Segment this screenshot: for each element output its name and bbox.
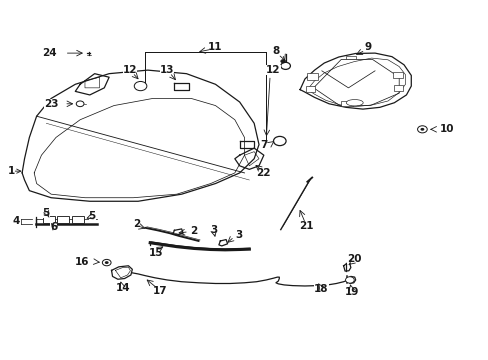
- Text: 9: 9: [364, 42, 370, 52]
- Text: 2: 2: [190, 226, 197, 237]
- Bar: [341, 101, 352, 106]
- Text: 8: 8: [272, 46, 279, 56]
- Text: 10: 10: [439, 124, 454, 134]
- Text: 11: 11: [208, 42, 223, 52]
- Text: 23: 23: [44, 99, 58, 109]
- Text: 22: 22: [256, 168, 270, 178]
- Circle shape: [280, 59, 285, 63]
- Bar: [305, 86, 314, 92]
- Text: 6: 6: [50, 222, 57, 232]
- Circle shape: [345, 277, 353, 283]
- Bar: [393, 85, 402, 91]
- Text: 20: 20: [347, 254, 361, 264]
- Circle shape: [417, 126, 427, 133]
- Text: 16: 16: [74, 257, 89, 266]
- Bar: [43, 216, 54, 223]
- Text: 5: 5: [42, 208, 50, 218]
- Text: 2: 2: [133, 219, 141, 229]
- Text: 17: 17: [153, 286, 167, 296]
- Bar: [307, 73, 317, 80]
- Text: 3: 3: [234, 230, 242, 240]
- Text: 24: 24: [42, 48, 57, 58]
- Circle shape: [420, 128, 424, 131]
- Text: 12: 12: [122, 65, 137, 75]
- Circle shape: [280, 62, 290, 69]
- Text: 1: 1: [8, 166, 21, 176]
- Text: 21: 21: [299, 221, 313, 231]
- Bar: [72, 216, 83, 223]
- Text: 13: 13: [160, 65, 174, 75]
- Text: 5: 5: [88, 211, 96, 221]
- Text: 19: 19: [345, 287, 359, 297]
- Text: 15: 15: [149, 248, 163, 258]
- Bar: [346, 56, 355, 59]
- Text: 3: 3: [210, 225, 217, 235]
- Bar: [393, 72, 402, 78]
- Text: 4: 4: [12, 216, 20, 226]
- Circle shape: [76, 101, 84, 107]
- Text: 14: 14: [115, 283, 130, 293]
- Bar: [57, 216, 69, 223]
- Text: 7: 7: [260, 140, 267, 149]
- Text: 18: 18: [313, 284, 328, 294]
- Ellipse shape: [346, 100, 363, 106]
- Circle shape: [134, 81, 146, 91]
- Circle shape: [104, 261, 108, 264]
- Circle shape: [102, 260, 111, 266]
- Text: 12: 12: [265, 65, 280, 75]
- Circle shape: [273, 136, 285, 145]
